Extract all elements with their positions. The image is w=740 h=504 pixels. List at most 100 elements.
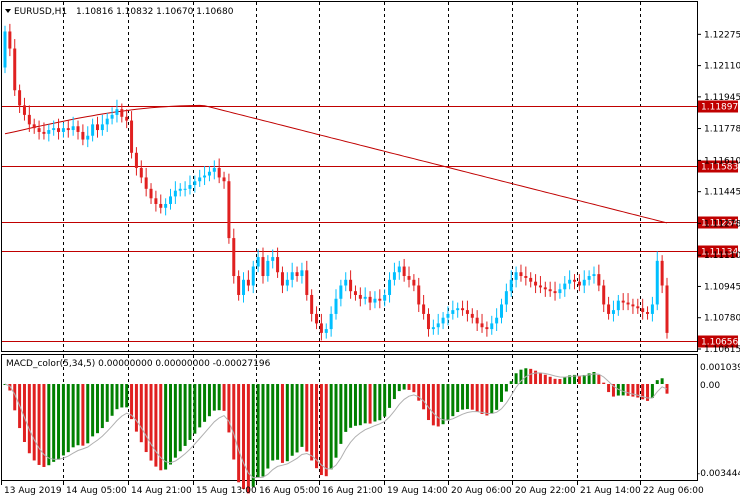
macd-bar	[100, 384, 104, 429]
candle	[485, 321, 489, 337]
macd-bar	[217, 384, 221, 411]
macd-bar	[407, 384, 411, 390]
candle	[8, 23, 12, 57]
macd-bar	[650, 384, 654, 398]
candle	[344, 272, 348, 292]
macd-bar	[110, 384, 114, 416]
macd-bar	[159, 384, 163, 471]
candle	[368, 291, 372, 311]
candle	[641, 298, 645, 320]
macd-bar	[495, 384, 499, 410]
time-axis: 13 Aug 2019 14 Aug 05:00 14 Aug 21:00 15 Au…	[1, 481, 704, 496]
candle	[198, 169, 202, 187]
candle	[242, 272, 246, 303]
candle	[3, 25, 7, 74]
candle	[558, 283, 562, 299]
candle	[285, 272, 289, 292]
candle	[227, 173, 231, 244]
candle	[660, 255, 664, 294]
macd-bar	[149, 384, 153, 461]
candle	[500, 298, 503, 324]
macd-bar	[573, 374, 577, 384]
candle	[441, 312, 445, 330]
macd-bar	[120, 384, 124, 408]
macd-signal-line	[4, 372, 668, 479]
macd-bar	[315, 384, 319, 469]
candle	[178, 183, 182, 197]
candle	[115, 99, 119, 123]
candle	[188, 175, 192, 195]
level-price-tag	[698, 245, 738, 258]
level-price-tag	[698, 100, 738, 113]
macd-bar	[431, 384, 435, 426]
macd-bar	[461, 384, 465, 410]
candle	[207, 166, 211, 182]
candle	[71, 116, 75, 136]
macd-bar	[251, 384, 255, 487]
macd-bar	[543, 374, 547, 384]
macd-bar	[538, 372, 542, 384]
candle	[475, 310, 479, 331]
macd-bar	[86, 384, 90, 444]
candle	[422, 294, 426, 320]
moving-average-line	[4, 104, 668, 224]
candle	[37, 120, 41, 140]
candle	[446, 306, 450, 326]
candle	[626, 293, 630, 311]
macd-bar	[655, 380, 659, 384]
macd-bar	[587, 373, 591, 384]
macd-bar	[198, 384, 202, 428]
macd-bar	[490, 384, 494, 414]
candle	[324, 323, 328, 339]
candle	[412, 274, 416, 292]
candle	[349, 270, 353, 299]
macd-bar	[95, 384, 99, 434]
candle	[397, 260, 401, 280]
macd-bar	[358, 384, 362, 426]
candle	[529, 272, 533, 288]
macd-bar	[529, 368, 533, 384]
price-pane[interactable]	[1, 1, 698, 352]
macd-bar	[203, 384, 207, 422]
candle	[91, 118, 95, 142]
candle	[611, 300, 615, 322]
candle	[159, 194, 163, 214]
candle	[378, 289, 382, 309]
macd-bar	[353, 384, 357, 426]
macd-bar	[402, 384, 406, 390]
macd-bar	[295, 384, 299, 453]
macd-title: MACD_color(5,34,5) 0.00000000 0.00000000…	[6, 359, 271, 369]
macd-bar	[76, 384, 80, 446]
candle	[203, 166, 207, 186]
candle	[592, 266, 596, 284]
macd-bar	[558, 378, 562, 384]
macd-bottom-label: -0.003444	[697, 469, 740, 479]
candle	[125, 109, 129, 129]
candle	[18, 84, 22, 113]
symbol-title: EURUSD,H1	[14, 7, 67, 17]
candle	[57, 118, 61, 140]
macd-bar	[519, 369, 523, 384]
candle	[27, 105, 31, 132]
candle	[402, 258, 406, 282]
macd-bar	[183, 384, 187, 446]
macd-bar	[271, 384, 275, 461]
level-price-label: 1.11897	[701, 103, 738, 113]
macd-bar	[417, 384, 421, 401]
time-label: 19 Aug 14:00	[387, 486, 448, 496]
macd-bar	[621, 384, 625, 396]
time-label: 16 Aug 21:00	[322, 486, 383, 496]
macd-bar	[134, 384, 138, 432]
macd-bar	[193, 384, 197, 434]
candle	[461, 300, 465, 316]
dropdown-triangle-icon[interactable]	[5, 9, 11, 13]
candle	[534, 274, 538, 294]
candle	[237, 270, 241, 301]
time-label: 15 Aug 13:00	[196, 486, 257, 496]
candle	[42, 122, 46, 140]
macd-bar	[553, 378, 557, 384]
macd-bar	[42, 384, 46, 467]
macd-bar	[105, 384, 109, 422]
